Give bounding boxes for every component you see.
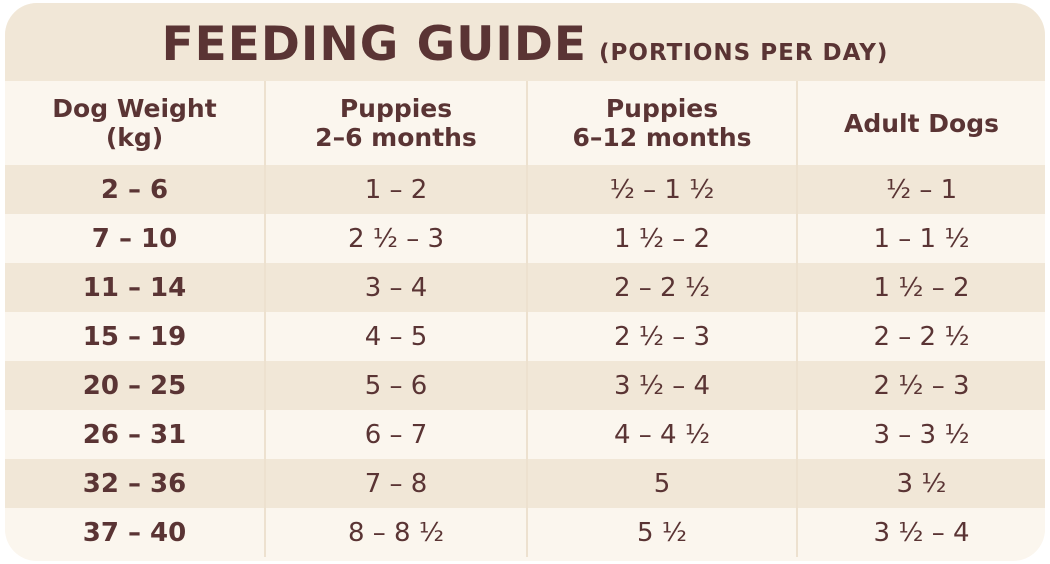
table-row: 26 – 31 6 – 7 4 – 4 ½ 3 – 3 ½ <box>5 410 1045 459</box>
table-row: 15 – 19 4 – 5 2 ½ – 3 2 – 2 ½ <box>5 312 1045 361</box>
header-line: Dog Weight <box>52 94 217 123</box>
puppies-6-12-cell: 3 ½ – 4 <box>526 361 797 410</box>
table-row: 37 – 40 8 – 8 ½ 5 ½ 3 ½ – 4 <box>5 508 1045 557</box>
header-row: Dog Weight (kg) Puppies 2–6 months Puppi… <box>5 81 1045 165</box>
puppies-6-12-cell: 1 ½ – 2 <box>526 214 797 263</box>
puppies-2-6-cell: 7 – 8 <box>264 459 527 508</box>
adult-cell: 2 ½ – 3 <box>796 361 1045 410</box>
puppies-6-12-cell: 4 – 4 ½ <box>526 410 797 459</box>
table-row: 32 – 36 7 – 8 5 3 ½ <box>5 459 1045 508</box>
header-line: Puppies <box>339 94 453 123</box>
weight-cell: 15 – 19 <box>5 312 265 361</box>
puppies-6-12-cell: 2 – 2 ½ <box>526 263 797 312</box>
table-row: 7 – 10 2 ½ – 3 1 ½ – 2 1 – 1 ½ <box>5 214 1045 263</box>
puppies-6-12-cell: 5 <box>526 459 797 508</box>
feeding-guide-card: FEEDING GUIDE (PORTIONS PER DAY) Dog Weig… <box>5 3 1045 561</box>
column-header-puppies-2-6: Puppies 2–6 months <box>264 81 527 165</box>
weight-cell: 2 – 6 <box>5 165 265 214</box>
weight-cell: 32 – 36 <box>5 459 265 508</box>
header-line: Puppies <box>605 94 719 123</box>
puppies-6-12-cell: 5 ½ <box>526 508 797 557</box>
adult-cell: ½ – 1 <box>796 165 1045 214</box>
puppies-2-6-cell: 4 – 5 <box>264 312 527 361</box>
puppies-2-6-cell: 3 – 4 <box>264 263 527 312</box>
puppies-6-12-cell: ½ – 1 ½ <box>526 165 797 214</box>
header-line: 2–6 months <box>315 123 477 152</box>
column-header-adult-dogs: Adult Dogs <box>796 81 1045 165</box>
weight-cell: 26 – 31 <box>5 410 265 459</box>
adult-cell: 3 ½ <box>796 459 1045 508</box>
puppies-2-6-cell: 1 – 2 <box>264 165 527 214</box>
puppies-2-6-cell: 8 – 8 ½ <box>264 508 527 557</box>
header-line: Adult Dogs <box>844 108 999 138</box>
header-line: 6–12 months <box>572 123 752 152</box>
puppies-2-6-cell: 6 – 7 <box>264 410 527 459</box>
puppies-2-6-cell: 2 ½ – 3 <box>264 214 527 263</box>
weight-cell: 11 – 14 <box>5 263 265 312</box>
adult-cell: 1 – 1 ½ <box>796 214 1045 263</box>
weight-cell: 20 – 25 <box>5 361 265 410</box>
weight-cell: 37 – 40 <box>5 508 265 557</box>
column-header-puppies-6-12: Puppies 6–12 months <box>526 81 797 165</box>
table-row: 20 – 25 5 – 6 3 ½ – 4 2 ½ – 3 <box>5 361 1045 410</box>
table-row: 2 – 6 1 – 2 ½ – 1 ½ ½ – 1 <box>5 165 1045 214</box>
adult-cell: 3 – 3 ½ <box>796 410 1045 459</box>
feeding-table: Dog Weight (kg) Puppies 2–6 months Puppi… <box>5 81 1045 557</box>
page-subtitle: (PORTIONS PER DAY) <box>599 40 889 66</box>
header-line: (kg) <box>105 123 164 152</box>
puppies-6-12-cell: 2 ½ – 3 <box>526 312 797 361</box>
adult-cell: 3 ½ – 4 <box>796 508 1045 557</box>
column-header-dog-weight: Dog Weight (kg) <box>5 81 265 165</box>
adult-cell: 2 – 2 ½ <box>796 312 1045 361</box>
page-title: FEEDING GUIDE <box>161 17 588 72</box>
puppies-2-6-cell: 5 – 6 <box>264 361 527 410</box>
weight-cell: 7 – 10 <box>5 214 265 263</box>
title-bar: FEEDING GUIDE (PORTIONS PER DAY) <box>5 3 1045 81</box>
table-row: 11 – 14 3 – 4 2 – 2 ½ 1 ½ – 2 <box>5 263 1045 312</box>
adult-cell: 1 ½ – 2 <box>796 263 1045 312</box>
